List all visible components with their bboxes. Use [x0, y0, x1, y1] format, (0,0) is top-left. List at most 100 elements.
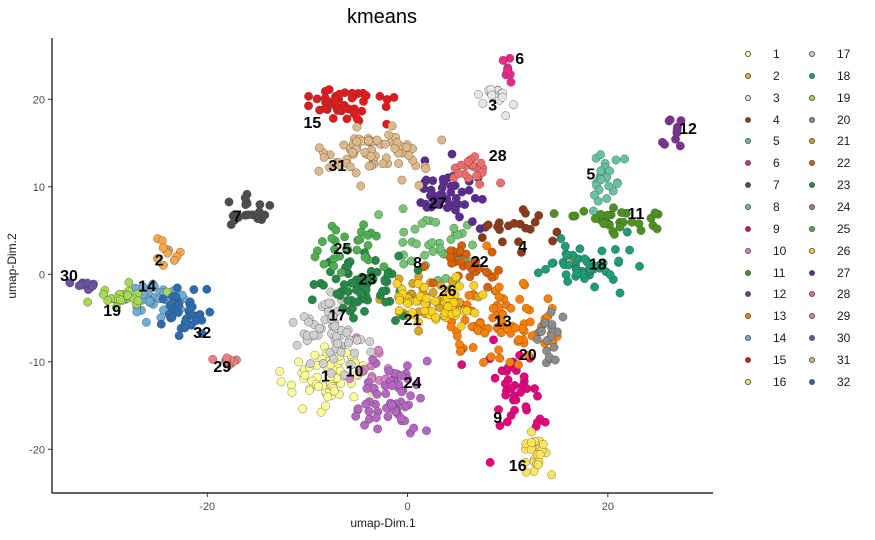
- point-cluster-29: [208, 354, 218, 364]
- legend-label: 23: [837, 178, 851, 193]
- legend-swatch: [745, 356, 751, 363]
- point-cluster-18: [615, 288, 625, 298]
- chart-title: kmeans: [346, 6, 418, 28]
- legend-label: 10: [773, 243, 787, 258]
- point-cluster-5: [620, 154, 629, 164]
- point-cluster-15: [341, 103, 351, 113]
- point-cluster-32: [171, 292, 181, 301]
- cluster-label-6: 6: [515, 51, 524, 68]
- point-cluster-5: [596, 166, 606, 176]
- point-cluster-9: [495, 421, 505, 430]
- legend-swatch: [809, 182, 815, 189]
- point-cluster-27: [422, 203, 432, 212]
- legend-label: 21: [837, 134, 851, 149]
- legend-label: 31: [837, 352, 851, 367]
- point-cluster-23: [338, 303, 348, 313]
- point-cluster-1: [321, 401, 330, 411]
- point-cluster-13: [488, 304, 498, 313]
- x-tick-label: 0: [404, 501, 410, 513]
- point-cluster-16: [520, 457, 530, 467]
- point-cluster-1: [300, 370, 310, 380]
- point-cluster-8: [398, 204, 408, 214]
- legend-item-27: 27: [809, 262, 850, 284]
- point-cluster-24: [384, 366, 394, 376]
- point-cluster-28: [476, 158, 486, 168]
- point-cluster-31: [319, 153, 329, 162]
- legend-swatch: [809, 116, 815, 123]
- point-cluster-17: [330, 321, 340, 331]
- point-cluster-13: [482, 241, 492, 251]
- point-cluster-17: [365, 337, 375, 346]
- point-cluster-13: [464, 291, 474, 300]
- point-cluster-8: [453, 230, 463, 240]
- point-cluster-17: [328, 312, 337, 321]
- cluster-label-32: 32: [193, 325, 211, 342]
- point-cluster-23: [307, 295, 317, 305]
- point-cluster-13: [521, 303, 531, 313]
- point-cluster-11: [636, 226, 646, 235]
- point-cluster-24: [396, 414, 406, 423]
- x-tick-label: 20: [602, 501, 614, 513]
- legend-item-3: 3: [745, 87, 780, 109]
- point-cluster-22: [483, 282, 492, 292]
- point-cluster-18: [635, 261, 644, 271]
- point-cluster-4: [530, 217, 540, 227]
- point-cluster-22: [465, 272, 475, 282]
- point-cluster-9: [489, 335, 498, 345]
- point-cluster-13: [498, 310, 508, 320]
- point-cluster-7: [224, 197, 234, 207]
- point-cluster-7: [255, 200, 265, 209]
- legend-item-22: 22: [809, 152, 850, 174]
- point-cluster-19: [124, 277, 134, 287]
- point-cluster-8: [399, 227, 409, 237]
- point-cluster-17: [346, 360, 356, 369]
- point-cluster-25: [352, 245, 362, 255]
- point-cluster-31: [315, 143, 324, 153]
- legend-item-5: 5: [745, 130, 780, 152]
- point-cluster-14: [132, 307, 142, 317]
- legend-label: 17: [837, 47, 851, 61]
- point-cluster-32: [197, 315, 207, 325]
- cluster-label-31: 31: [329, 158, 347, 175]
- point-cluster-23: [394, 251, 404, 261]
- cluster-label-15: 15: [304, 115, 322, 132]
- point-cluster-24: [412, 380, 421, 389]
- point-cluster-13: [514, 335, 524, 344]
- point-cluster-18: [541, 264, 550, 274]
- point-cluster-15: [375, 91, 385, 101]
- point-cluster-21: [414, 326, 423, 336]
- point-cluster-18: [533, 268, 543, 278]
- point-cluster-27: [464, 185, 474, 195]
- legend-label: 8: [773, 199, 780, 214]
- point-cluster-16: [533, 460, 543, 470]
- legend-item-29: 29: [809, 305, 850, 327]
- point-cluster-25: [319, 259, 329, 269]
- point-cluster-32: [174, 300, 184, 310]
- point-cluster-18: [590, 282, 599, 292]
- point-cluster-27: [468, 217, 477, 226]
- point-cluster-24: [403, 361, 412, 371]
- point-cluster-10: [357, 367, 367, 376]
- legend-label: 15: [773, 352, 787, 367]
- legend-swatch: [745, 116, 751, 123]
- legend-label: 22: [837, 156, 851, 171]
- point-cluster-26: [478, 290, 488, 300]
- point-cluster-8: [431, 218, 441, 227]
- point-cluster-4: [498, 237, 507, 247]
- point-cluster-16: [535, 450, 545, 459]
- point-cluster-20: [547, 320, 557, 329]
- point-cluster-4: [521, 223, 531, 233]
- point-cluster-11: [579, 206, 589, 216]
- point-cluster-26: [445, 290, 455, 299]
- point-cluster-23: [357, 272, 367, 282]
- legend-item-32: 32: [809, 371, 850, 393]
- point-cluster-18: [556, 234, 566, 243]
- point-cluster-8: [410, 224, 420, 234]
- point-cluster-27: [475, 224, 485, 234]
- point-cluster-7: [265, 201, 275, 210]
- point-cluster-4: [493, 222, 502, 231]
- point-cluster-29: [222, 353, 232, 363]
- legend-label: 16: [773, 374, 787, 389]
- point-cluster-24: [360, 420, 369, 430]
- point-cluster-32: [156, 319, 166, 329]
